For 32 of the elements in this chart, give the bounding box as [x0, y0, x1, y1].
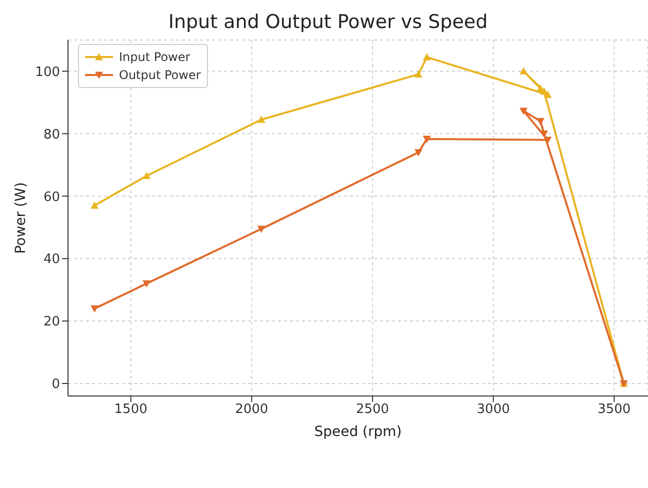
- y-axis-title: Power (W): [12, 182, 29, 254]
- point: [520, 108, 528, 115]
- point: [142, 172, 151, 180]
- point: [422, 53, 431, 60]
- legend-label: Input Power: [119, 49, 190, 66]
- point: [90, 305, 99, 313]
- x-tick-label: 2500: [356, 402, 390, 418]
- x-axis-title: Speed (rpm): [314, 424, 402, 440]
- point: [544, 90, 552, 98]
- point: [540, 130, 548, 138]
- point: [142, 280, 151, 288]
- y-tick-label: 0: [52, 377, 60, 392]
- point: [544, 136, 552, 144]
- y-tick-label: 20: [43, 314, 60, 330]
- point: [422, 136, 431, 143]
- x-tick-label: 3500: [598, 402, 631, 418]
- point: [536, 118, 544, 126]
- x-tick-label: 1500: [114, 402, 148, 418]
- point: [414, 149, 422, 156]
- x-tick-label: 2000: [235, 402, 268, 418]
- point: [520, 67, 528, 74]
- point: [257, 116, 266, 123]
- legend-label: Output Power: [119, 67, 201, 84]
- point: [90, 202, 99, 209]
- y-tick-label: 40: [43, 252, 60, 268]
- x-tick-label: 3000: [476, 402, 510, 418]
- y-tick-label: 100: [35, 64, 60, 80]
- y-tick-label: 60: [43, 190, 60, 205]
- point: [414, 70, 422, 78]
- chart-title: Input and Output Power vs Speed: [167, 10, 489, 35]
- point: [257, 226, 266, 233]
- y-tick-label: 80: [43, 127, 60, 142]
